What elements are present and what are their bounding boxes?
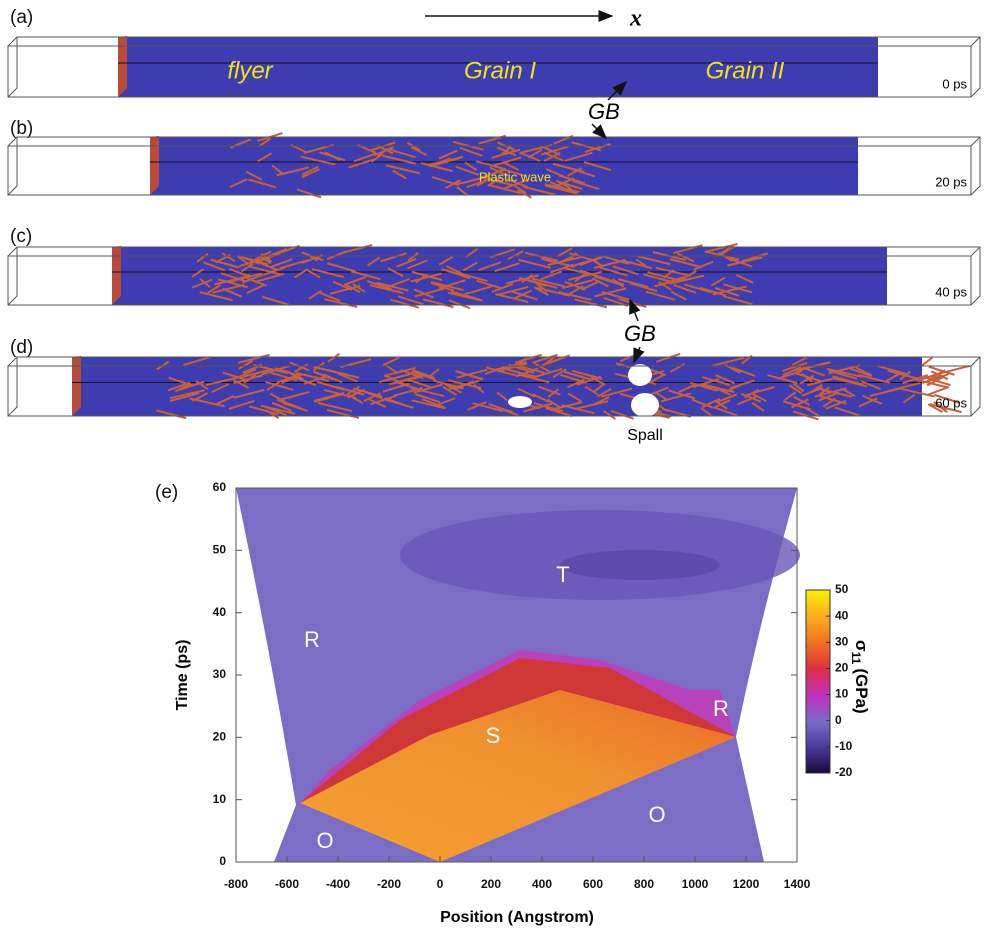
time-label: 0 ps [942, 76, 967, 91]
y-tick-label: 40 [213, 605, 227, 619]
panel-text: Grain I [464, 57, 536, 84]
x-tick-label: 1200 [733, 877, 760, 891]
y-tick-label: 50 [213, 543, 227, 557]
colorbar-tick-label: 0 [835, 713, 842, 727]
y-tick-label: 0 [219, 854, 226, 868]
sample-end [72, 356, 81, 416]
figure: (a) 0 ps flyer Grain I Grain II (b) 20 ps Plast… [0, 0, 988, 933]
colorbar-label: σ11(GPa) [849, 640, 871, 714]
colorbar-tick-label: 30 [835, 634, 849, 648]
y-tick-label: 10 [213, 792, 227, 806]
region-label: T [556, 562, 569, 587]
colorbar [806, 590, 830, 773]
colorbar-tick-label: 50 [835, 582, 849, 596]
panel-text: Spall [627, 427, 663, 444]
snapshots: (a) 0 ps flyer Grain I Grain II (b) 20 ps Plast… [8, 7, 980, 444]
x-tick-label: 200 [481, 877, 501, 891]
defect [927, 387, 948, 395]
spall-void [508, 396, 532, 408]
time-label: 20 ps [935, 174, 967, 189]
spall-void [628, 364, 652, 386]
x-tick-label: -400 [326, 877, 350, 891]
x-tick-label: 1000 [682, 877, 709, 891]
panel-label: (d) [10, 337, 33, 358]
y-axis-label: Time (ps) [174, 640, 191, 711]
x-axis-label: Position (Angstrom) [440, 909, 594, 926]
x-tick-label: -800 [224, 877, 248, 891]
region-label: O [316, 828, 333, 853]
panel-label: (c) [10, 226, 32, 247]
colorbar-tick-label: 10 [835, 687, 849, 701]
colorbar-tick-label: -20 [835, 765, 853, 779]
x-tick-label: 800 [634, 877, 654, 891]
region-label: S [486, 723, 501, 748]
y-tick-label: 20 [213, 730, 227, 744]
x-tick-label: 400 [532, 877, 552, 891]
direction-label: x [629, 6, 642, 32]
panel-text: Plastic wave [479, 169, 551, 184]
x-tick-label: -200 [377, 877, 401, 891]
x-tick-label: -600 [275, 877, 299, 891]
x-tick-label: 0 [437, 877, 444, 891]
sample-end [150, 136, 159, 195]
panel-text: Grain II [706, 57, 785, 84]
defect [922, 358, 933, 366]
colorbar-tick-label: 40 [835, 608, 849, 622]
heatmap [236, 488, 800, 862]
sample-end [112, 246, 121, 305]
region-label: R [713, 696, 729, 721]
time-label: 60 ps [935, 395, 967, 410]
defect [938, 366, 969, 374]
region-label: O [648, 802, 665, 827]
panel-label: (b) [10, 118, 33, 139]
spall-void [631, 393, 659, 417]
time-label: 40 ps [935, 284, 967, 299]
x-tick-label: 600 [583, 877, 603, 891]
gb-label: GB [624, 321, 656, 346]
region-label: R [304, 627, 320, 652]
sample-end [118, 36, 127, 97]
gb-arrow [592, 124, 606, 138]
y-tick-label: 60 [213, 480, 227, 494]
y-tick-label: 30 [213, 667, 227, 681]
colorbar-tick-label: -10 [835, 739, 853, 753]
gb-label: GB [588, 99, 620, 124]
x-tick-label: 1400 [784, 877, 811, 891]
colorbar-tick-label: 20 [835, 661, 849, 675]
panel-text: flyer [227, 57, 273, 84]
panel-label: (e) [155, 482, 178, 503]
panel-label: (a) [10, 7, 33, 28]
